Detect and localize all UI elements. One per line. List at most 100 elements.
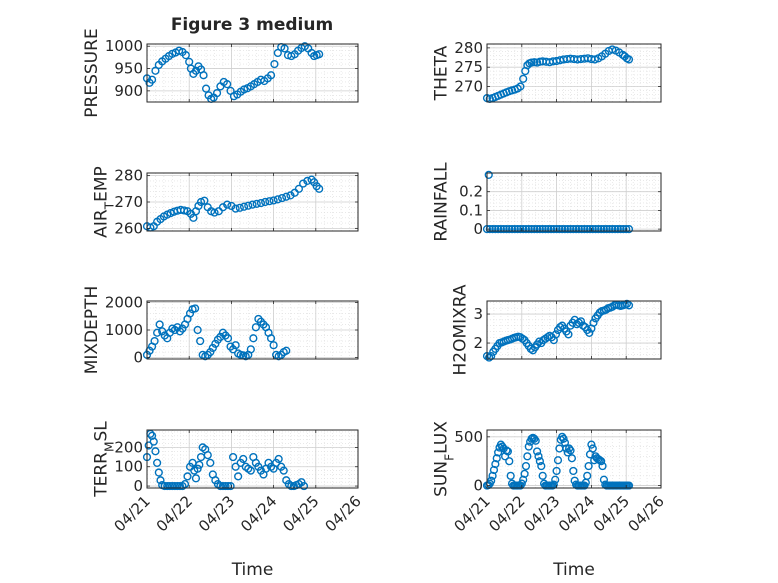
data-point <box>203 451 212 460</box>
data-point <box>516 225 525 234</box>
data-point <box>266 71 276 80</box>
data-point <box>282 192 291 201</box>
data-point <box>533 447 542 456</box>
data-point <box>216 332 225 342</box>
data-point <box>218 481 228 491</box>
data-point <box>163 481 172 491</box>
data-point <box>530 225 539 234</box>
data-point <box>577 225 586 234</box>
data-point <box>145 346 154 355</box>
data-point <box>231 341 240 350</box>
data-point <box>610 225 620 234</box>
plot-area <box>487 173 661 231</box>
y-axis-label: RAINFALL <box>432 162 452 242</box>
data-point <box>602 225 611 234</box>
data-point <box>173 481 182 491</box>
data-point <box>537 461 546 471</box>
data-point <box>591 225 600 234</box>
data-point <box>180 206 189 215</box>
data-point <box>193 464 202 473</box>
y-tick-label: 900 <box>114 82 143 100</box>
y-axis-label: PRESSURE <box>82 28 102 117</box>
data-point <box>535 457 544 466</box>
data-point <box>168 481 177 491</box>
data-point <box>266 334 276 343</box>
y-tick-label: 100 <box>114 458 143 476</box>
y-tick-label: 0 <box>473 220 483 238</box>
data-point <box>223 80 232 89</box>
data-point <box>565 444 574 453</box>
data-point <box>251 323 260 332</box>
data-point <box>518 334 527 343</box>
data-point <box>546 225 556 234</box>
data-point <box>144 441 153 450</box>
axes-box <box>486 300 662 360</box>
data-point <box>506 471 515 480</box>
plot-area <box>487 430 661 488</box>
data-point <box>261 197 270 207</box>
data-point <box>507 225 517 234</box>
data-point <box>154 468 163 477</box>
data-point <box>199 71 208 80</box>
data-point <box>256 198 266 208</box>
data-point <box>223 334 233 343</box>
data-point <box>560 438 570 447</box>
data-point <box>541 225 550 234</box>
axes-box <box>486 172 662 232</box>
y-tick-label: 260 <box>114 219 143 237</box>
y-tick-label: 270 <box>454 78 483 96</box>
data-point <box>624 301 634 310</box>
data-point <box>212 88 222 98</box>
data-point <box>193 325 202 335</box>
y-tick-label: 280 <box>454 39 483 57</box>
data-point <box>513 225 522 234</box>
data-point <box>624 225 634 234</box>
data-point <box>246 466 255 475</box>
y-axis-label: MIXDEPTH <box>82 286 102 375</box>
data-point <box>226 481 235 491</box>
data-point <box>583 471 592 480</box>
data-point <box>173 323 182 332</box>
y-tick-label: 2000 <box>105 293 143 311</box>
data-point <box>562 444 571 453</box>
data-point <box>524 442 533 451</box>
data-point <box>597 225 606 234</box>
data-point <box>613 225 622 234</box>
plot-area <box>487 301 661 359</box>
data-point <box>503 447 512 456</box>
data-point <box>191 304 200 313</box>
data-point <box>588 444 597 453</box>
data-point <box>578 321 588 330</box>
data-point <box>191 474 201 483</box>
data-point <box>563 225 572 234</box>
subplot-4: 00.10.2 RAINFALL <box>432 162 662 242</box>
data-point <box>216 481 225 491</box>
data-point <box>519 225 528 234</box>
data-point <box>571 225 581 234</box>
data-point <box>499 225 508 234</box>
data-point <box>533 225 542 234</box>
y-tick-label: 0.1 <box>459 201 483 219</box>
data-point <box>534 452 543 461</box>
data-point <box>200 196 209 205</box>
data-point <box>569 466 578 476</box>
data-point <box>160 481 169 491</box>
data-point <box>624 55 634 64</box>
data-point <box>594 225 603 234</box>
data-point <box>505 457 514 466</box>
data-point <box>201 84 211 93</box>
data-point <box>516 82 525 91</box>
data-point <box>165 481 174 491</box>
data-point <box>605 225 614 234</box>
x-axis-label: Time <box>552 560 595 580</box>
data-point <box>608 45 617 54</box>
data-point <box>496 225 506 234</box>
data-point <box>151 66 160 75</box>
data-point <box>566 446 575 455</box>
data-point <box>494 448 503 457</box>
data-point <box>299 481 309 491</box>
x-axis-label: Time <box>231 560 274 580</box>
